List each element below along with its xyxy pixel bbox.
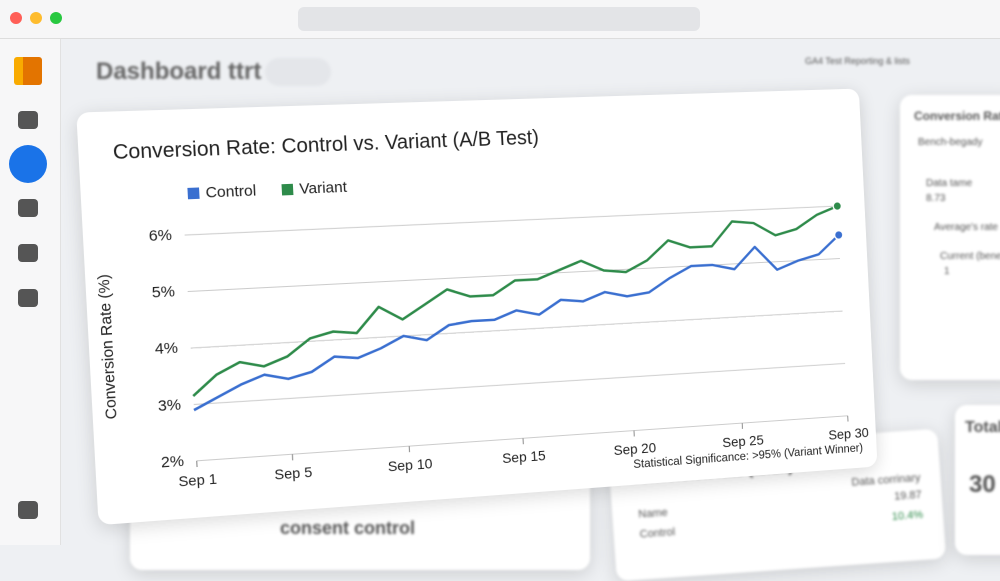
explore-icon[interactable] — [18, 199, 38, 217]
header-link[interactable]: GA4 Test Reporting & lists — [805, 56, 910, 66]
end-point — [834, 230, 843, 239]
grid-line — [194, 363, 845, 404]
legend-label: Control — [205, 182, 256, 201]
y-tick-label: 6% — [148, 227, 172, 245]
grid-line — [191, 311, 843, 348]
legend-swatch — [187, 187, 199, 199]
reports-icon[interactable] — [9, 145, 47, 183]
locale-button[interactable] — [265, 58, 331, 86]
legend-label: Variant — [299, 179, 348, 198]
zoom-button[interactable] — [50, 12, 62, 24]
x-tick-label: Sep 20 — [613, 441, 656, 459]
x-tick-label: Sep 1 — [178, 472, 217, 491]
card-row: Current (bene — [940, 251, 1000, 262]
cell: 10.4% — [891, 509, 923, 523]
x-tick-label: Sep 15 — [502, 449, 546, 468]
card-title: Total c — [965, 419, 1000, 437]
bottom-card: Total c 30 — [955, 405, 1000, 555]
card-title: Conversion Rate — [914, 109, 1000, 123]
end-point — [833, 202, 842, 211]
legend-swatch — [281, 184, 293, 196]
x-tick-label: Sep 5 — [274, 465, 313, 484]
card-row: Bench-begady — [918, 137, 1000, 148]
grid-line — [185, 206, 838, 235]
address-bar[interactable] — [298, 7, 700, 31]
y-tick-label: 2% — [161, 453, 185, 472]
x-tick-label: Sep 10 — [387, 457, 433, 476]
card-row: 1 — [944, 266, 1000, 277]
home-icon[interactable] — [18, 111, 38, 129]
settings-icon[interactable] — [18, 501, 38, 519]
logo — [14, 57, 42, 85]
advertising-icon[interactable] — [18, 244, 38, 262]
x-tick-label: Sep 30 — [828, 426, 869, 444]
dashboard-title: Dashboard ttrt — [96, 58, 261, 86]
chart: Conversion Rate: Control vs. Variant (A/… — [76, 89, 877, 526]
card-title: consent control — [280, 518, 590, 539]
card-row: 8.73 — [926, 193, 1000, 204]
side-card: Conversion Rate Bench-begady Data tame 8… — [900, 95, 1000, 380]
cell: 19.87 — [894, 489, 922, 503]
y-tick-label: 3% — [158, 396, 182, 415]
chart-title: Conversion Rate: Control vs. Variant (A/… — [112, 127, 539, 164]
grid-line — [188, 259, 840, 292]
list-icon[interactable] — [18, 289, 38, 307]
y-tick-label: 4% — [155, 340, 179, 359]
close-button[interactable] — [10, 12, 22, 24]
y-tick-label: 5% — [151, 283, 175, 301]
cell: Name — [638, 507, 668, 521]
card-row: Average's rate — [934, 222, 1000, 233]
cell: Control — [639, 526, 675, 540]
x-tick-label: Sep 25 — [722, 433, 764, 451]
chart-card: Conversion Rate: Control vs. Variant (A/… — [76, 89, 877, 526]
page: Dashboard ttrt GA4 Test Reporting & list… — [0, 0, 1000, 545]
browser-bar — [0, 0, 1000, 39]
card-subtitle: Data corrinary — [851, 472, 921, 489]
sidebar — [0, 39, 61, 545]
series-line — [185, 206, 845, 396]
card-row: Data tame — [926, 178, 1000, 189]
minimize-button[interactable] — [30, 12, 42, 24]
card-value: 30 — [969, 471, 1000, 499]
y-axis-label: Conversion Rate (%) — [95, 274, 121, 420]
